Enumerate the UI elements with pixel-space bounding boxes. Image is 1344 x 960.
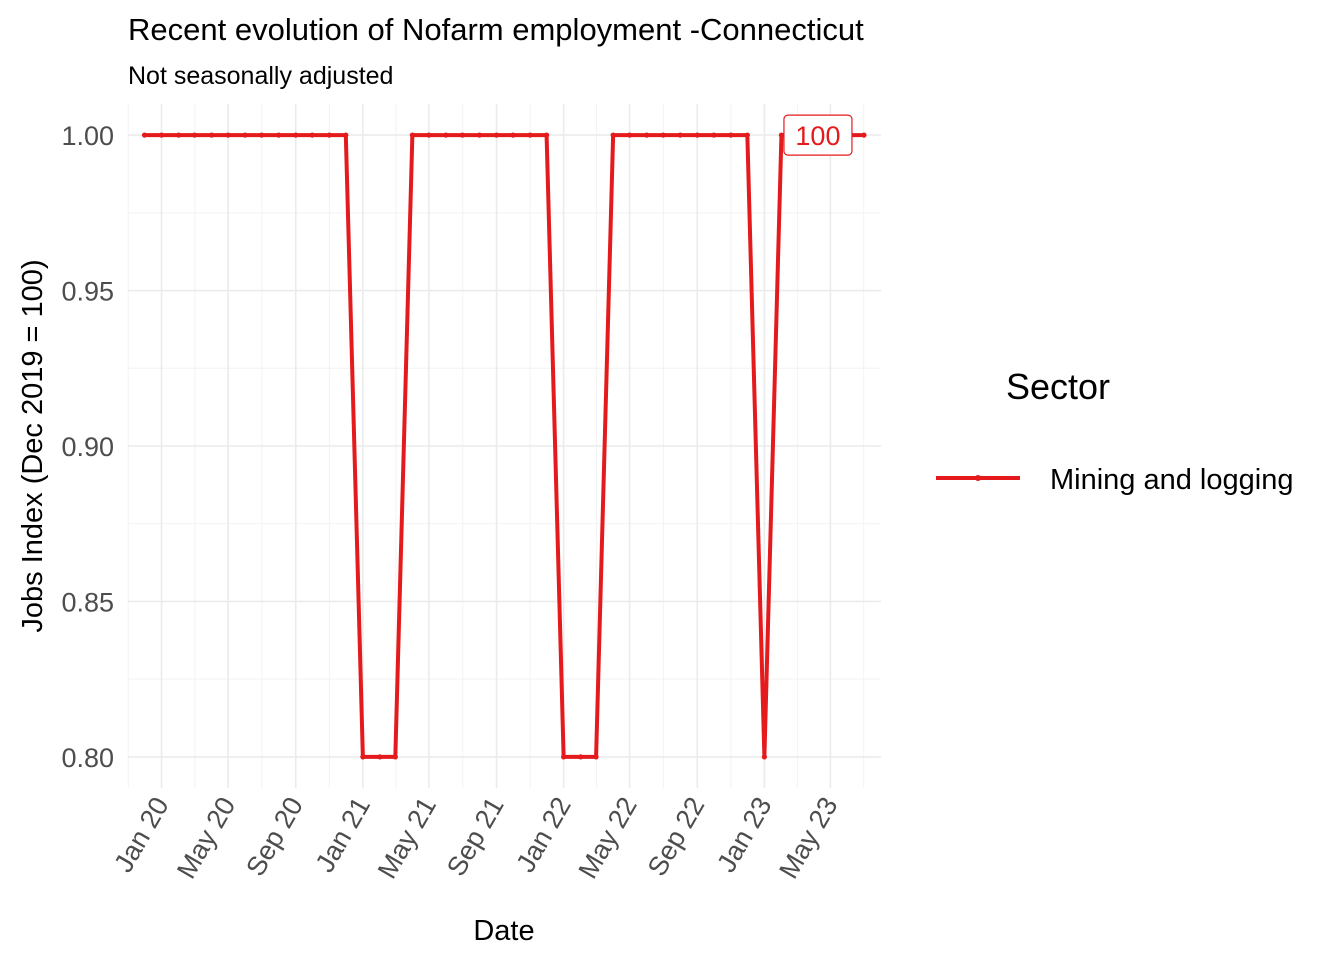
x-tick-label: May 21 [372,792,442,884]
x-tick-label: Jan 23 [711,792,778,877]
data-point [660,132,666,138]
data-point [476,132,483,138]
data-point [578,754,584,760]
y-tick-label: 0.85 [61,587,114,617]
end-label: 100 [783,114,853,156]
legend-key-point [975,475,981,481]
data-point [158,132,165,138]
end-label-box [783,114,853,156]
x-tick-label: Sep 21 [441,792,510,881]
data-point [242,132,248,138]
data-point [326,132,332,138]
data-point [360,754,366,760]
x-tick-label: May 22 [573,792,643,884]
x-tick-label: May 20 [171,792,241,884]
data-point [392,754,398,760]
y-tick-label: 0.90 [61,432,114,462]
chart-subtitle: Not seasonally adjusted [128,62,393,90]
data-point [510,132,516,138]
data-point [561,754,567,760]
y-tick-label: 0.95 [61,277,114,307]
series-line [142,133,866,759]
data-point [744,132,750,138]
data-point [610,132,616,138]
x-tick-label: Sep 20 [240,792,309,881]
data-point [209,132,215,138]
data-point [778,132,785,138]
x-axis-title: Date [473,915,534,947]
y-tick-label: 0.80 [61,743,114,773]
x-tick-label: Sep 22 [642,792,711,881]
x-tick-label: May 23 [773,792,843,884]
data-point [309,132,315,138]
data-point [276,132,282,138]
data-point [426,132,432,138]
data-point [694,132,700,138]
data-point [377,754,383,760]
data-point [593,754,599,760]
legend-label: Mining and logging [1050,464,1293,496]
grid [127,104,881,788]
end-label-text: 100 [795,121,840,151]
data-point [644,132,650,138]
data-point [543,132,550,138]
data-point [141,132,148,138]
data-point [761,754,767,760]
data-point [225,132,231,138]
data-point [293,132,299,138]
y-axis-title: Jobs Index (Dec 2019 = 100) [17,259,49,632]
data-point [711,132,717,138]
legend: Sector Mining and logging [936,366,1293,496]
x-tick-label: Jan 20 [108,792,175,877]
data-point [259,132,265,138]
y-tick-label: 1.00 [61,121,114,151]
x-tick-label: Jan 21 [310,792,377,877]
data-point [493,132,500,138]
data-point [527,132,533,138]
data-point [409,132,415,138]
data-point [176,132,182,138]
data-point [861,132,867,138]
x-tick-label: Jan 22 [510,792,577,877]
y-axis: 0.80 0.85 0.90 0.95 1.00 [61,121,114,773]
data-point [459,132,466,138]
data-point [191,132,198,138]
data-point [728,132,734,138]
data-point [343,132,349,138]
data-point [627,132,633,138]
legend-title: Sector [1006,366,1110,407]
data-point [443,132,449,138]
chart-title: Recent evolution of Nofarm employment -C… [128,12,864,47]
data-point [677,132,683,138]
